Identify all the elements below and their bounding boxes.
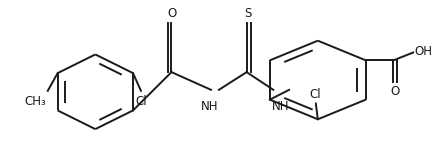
Text: NH: NH — [272, 100, 289, 113]
Text: Cl: Cl — [309, 88, 321, 101]
Text: OH: OH — [414, 45, 432, 58]
Text: S: S — [244, 7, 251, 20]
Text: CH₃: CH₃ — [24, 95, 46, 108]
Text: O: O — [168, 7, 177, 20]
Text: NH: NH — [201, 100, 219, 113]
Text: Cl: Cl — [135, 95, 147, 108]
Text: O: O — [391, 85, 400, 98]
